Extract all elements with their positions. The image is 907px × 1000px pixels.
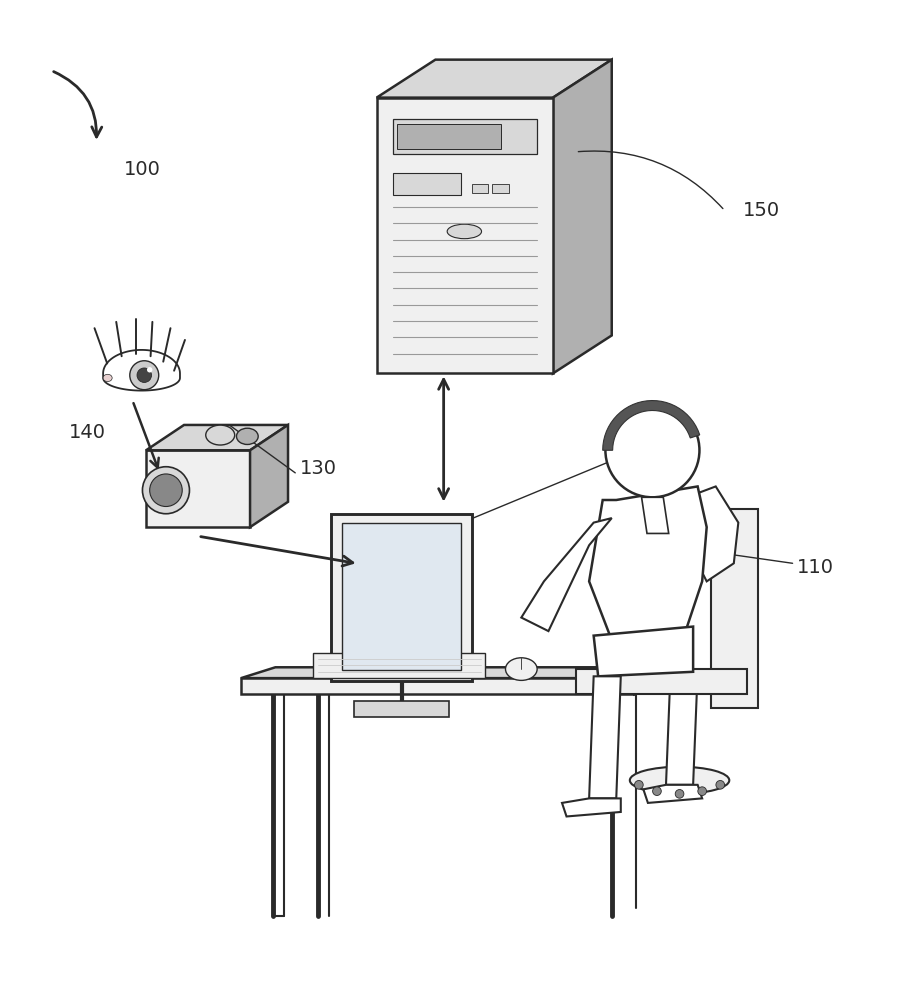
Polygon shape <box>590 486 707 640</box>
Ellipse shape <box>147 367 152 373</box>
Ellipse shape <box>206 425 235 445</box>
Ellipse shape <box>237 428 258 444</box>
Polygon shape <box>590 676 620 798</box>
Bar <box>342 523 461 670</box>
Bar <box>393 119 537 154</box>
Circle shape <box>675 790 684 798</box>
Polygon shape <box>146 425 288 450</box>
Polygon shape <box>241 667 668 678</box>
Bar <box>472 184 488 193</box>
Polygon shape <box>103 350 180 391</box>
Polygon shape <box>643 785 702 803</box>
Polygon shape <box>553 60 611 373</box>
Ellipse shape <box>103 374 112 382</box>
Bar <box>393 173 461 195</box>
Polygon shape <box>679 486 738 581</box>
Ellipse shape <box>150 474 182 507</box>
Polygon shape <box>634 667 668 694</box>
Polygon shape <box>602 401 699 450</box>
Ellipse shape <box>505 658 537 680</box>
Polygon shape <box>522 518 611 631</box>
Polygon shape <box>562 798 620 816</box>
Polygon shape <box>250 425 288 527</box>
Circle shape <box>716 780 725 789</box>
Text: 100: 100 <box>123 160 161 179</box>
Ellipse shape <box>130 361 159 390</box>
Polygon shape <box>641 497 668 533</box>
Bar <box>241 678 634 694</box>
Text: 110: 110 <box>797 558 834 577</box>
Circle shape <box>635 780 643 789</box>
Ellipse shape <box>137 368 151 382</box>
Text: 130: 130 <box>300 459 336 478</box>
Circle shape <box>605 403 699 497</box>
Polygon shape <box>594 627 693 676</box>
Bar <box>576 669 747 694</box>
Text: 150: 150 <box>743 201 780 220</box>
Polygon shape <box>376 60 611 98</box>
Text: 120: 120 <box>652 432 689 451</box>
Bar <box>146 450 250 527</box>
Bar <box>313 653 485 678</box>
Bar <box>331 514 472 681</box>
Bar <box>711 509 758 708</box>
Ellipse shape <box>142 467 190 514</box>
Text: 140: 140 <box>69 423 106 442</box>
Ellipse shape <box>447 224 482 239</box>
Bar <box>376 98 553 373</box>
Circle shape <box>653 787 661 795</box>
Polygon shape <box>666 672 697 785</box>
Bar <box>397 124 502 149</box>
Bar <box>354 701 449 717</box>
Ellipse shape <box>629 767 729 794</box>
Circle shape <box>697 787 707 795</box>
Bar <box>493 184 509 193</box>
